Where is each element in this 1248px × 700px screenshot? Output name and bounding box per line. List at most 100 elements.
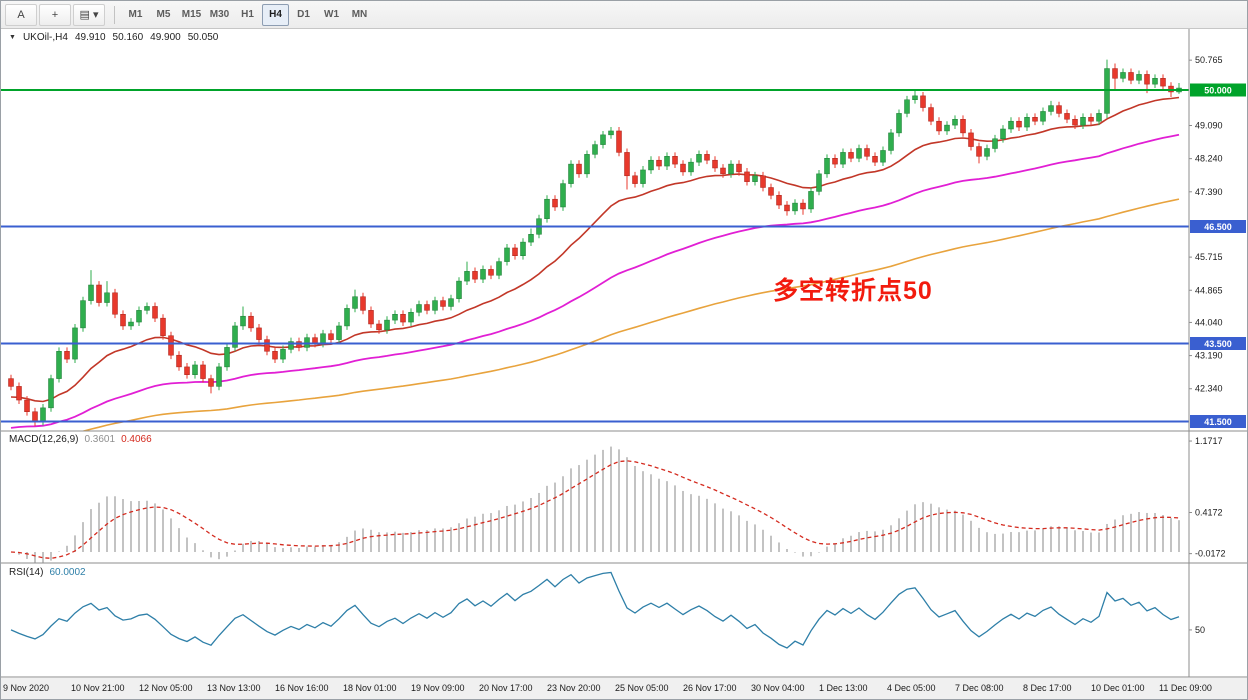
candle-body (480, 269, 486, 280)
candle-body (40, 407, 46, 422)
timeframe-button-m15[interactable]: M15 (181, 9, 202, 20)
candle-body (256, 327, 262, 340)
candle-body (232, 325, 238, 348)
candle-body (224, 347, 230, 368)
timeframe-button-mn[interactable]: MN (351, 9, 368, 20)
candle-body (464, 271, 470, 282)
candle-body (776, 195, 782, 206)
time-axis-label: 4 Dec 05:00 (887, 683, 936, 693)
price-panel (8, 59, 1182, 431)
timeframe-button-h1[interactable]: H1 (241, 9, 254, 20)
candle-body (88, 284, 94, 301)
time-axis-label: 13 Nov 13:00 (207, 683, 261, 693)
candle-body (1136, 74, 1142, 81)
macd-name: MACD(12,26,9) (9, 434, 79, 445)
candle-body (920, 95, 926, 108)
toolbar: A + ▤ ▾ M1 M5 M15 M30 H1 H4 D1 W1 MN (1, 1, 1247, 29)
candle-body (720, 167, 726, 175)
rsi-value: 60.0002 (49, 567, 86, 578)
candle-body (688, 161, 694, 173)
price-level-badge-text: 43.500 (1204, 339, 1232, 349)
candle-body (608, 130, 614, 136)
macd-main-value: 0.3601 (84, 434, 116, 445)
candle-body (864, 148, 870, 157)
candle-body (440, 300, 446, 307)
candle-body (472, 271, 478, 280)
candle-body (1032, 117, 1038, 122)
candle-body (24, 399, 30, 412)
timeframe-button-m30[interactable]: M30 (209, 9, 230, 20)
time-axis-label: 10 Nov 21:00 (71, 683, 125, 693)
candle-body (184, 366, 190, 375)
crosshair-tool-button[interactable]: + (39, 3, 71, 26)
candle-body (408, 312, 414, 323)
price-level-badge (1190, 337, 1246, 350)
candle-body (664, 156, 670, 167)
macd-axis-label: 1.1717 (1195, 436, 1223, 446)
timeframe-button-m5[interactable]: M5 (156, 9, 171, 20)
macd-signal-value: 0.4066 (121, 434, 152, 445)
time-axis-strip (1, 678, 1247, 699)
candle-body (1056, 105, 1062, 114)
candle-body (120, 314, 126, 327)
candle-body (624, 152, 630, 177)
candle-body (744, 171, 750, 182)
time-axis-label: 7 Dec 08:00 (955, 683, 1004, 693)
time-axis-label: 12 Nov 05:00 (139, 683, 193, 693)
timeframe-button-w1[interactable]: W1 (324, 9, 339, 20)
candle-body (240, 315, 246, 327)
candle-body (456, 280, 462, 299)
price-level-badge (1190, 415, 1246, 428)
timeframe-button-d1[interactable]: D1 (297, 9, 310, 20)
candle-body (656, 159, 662, 167)
candle-body (1144, 74, 1150, 85)
candle-body (984, 148, 990, 157)
candle-body (1128, 72, 1134, 81)
candle-body (592, 144, 598, 155)
time-axis-label: 16 Nov 16:00 (275, 683, 329, 693)
candle-body (600, 134, 606, 145)
price-axis-label: 48.240 (1195, 154, 1223, 164)
candle-body (736, 163, 742, 173)
candle-body (672, 156, 678, 165)
candle-body (560, 183, 566, 208)
timeframe-button-m1[interactable]: M1 (128, 9, 143, 20)
macd-axis-label: -0.0172 (1195, 549, 1226, 559)
candle-body (1096, 113, 1102, 122)
candle-body (544, 198, 550, 219)
candle-body (216, 366, 222, 387)
candle-body (160, 317, 166, 336)
candle-body (792, 202, 798, 212)
time-axis-label: 8 Dec 17:00 (1023, 683, 1072, 693)
cursor-tool-button[interactable]: A (5, 3, 37, 26)
line-style-dropdown-button[interactable]: ▤ ▾ (73, 3, 105, 26)
candle-body (928, 107, 934, 122)
candle-body (824, 158, 830, 175)
chart-menu-arrow-icon[interactable]: ▼ (9, 34, 16, 41)
candle-body (200, 364, 206, 379)
quote-high: 50.160 (112, 32, 144, 43)
quote-low: 49.900 (150, 32, 181, 43)
candle-body (424, 304, 430, 311)
candle-body (1120, 72, 1126, 79)
toolbar-divider (114, 5, 115, 24)
candle-body (336, 325, 342, 340)
candle-body (448, 298, 454, 307)
candle-body (632, 175, 638, 184)
chart-background (1, 29, 1247, 678)
time-axis-label: 1 Dec 13:00 (819, 683, 868, 693)
timeframe-button-h4[interactable]: H4 (262, 3, 289, 26)
time-axis-label: 25 Nov 05:00 (615, 683, 669, 693)
candle-body (640, 169, 646, 184)
candle-body (504, 247, 510, 262)
candle-body (1000, 128, 1006, 139)
price-axis-label: 43.190 (1195, 351, 1223, 361)
candle-body (8, 378, 14, 387)
candle-body (392, 314, 398, 321)
candle-body (112, 292, 118, 315)
time-axis-label: 23 Nov 20:00 (547, 683, 601, 693)
candle-body (912, 95, 918, 100)
price-level-badge-text: 41.500 (1204, 417, 1232, 427)
candle-body (208, 378, 214, 387)
